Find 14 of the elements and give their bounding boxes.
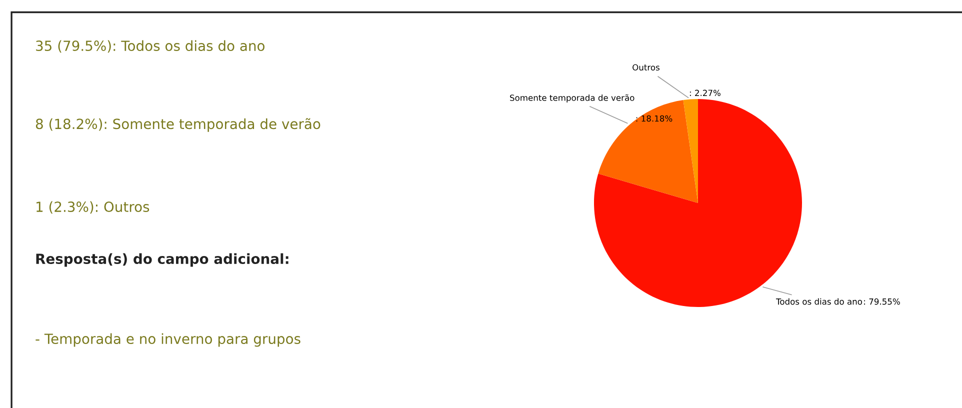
slice-label: Somente temporada de verão <box>510 94 634 103</box>
data-label: : 18.18% <box>636 115 672 122</box>
data-label: : 2.27% <box>690 90 720 96</box>
slice-label: Todos os dias do ano <box>776 298 862 305</box>
slice-label: Outros <box>632 64 660 71</box>
data-label: : 79.55% <box>864 298 900 305</box>
text: 1 (2.3%): Outros <box>36 201 150 214</box>
pie-slice <box>683 99 698 203</box>
text: 8 (18.2%): Somente temporada de verão <box>36 118 320 132</box>
pie-slice <box>598 100 698 203</box>
pie-slice <box>594 99 802 307</box>
text: 35 (79.5%): Todos os dias do ano <box>36 40 264 53</box>
text: - Temporada e no inverno para grupos <box>36 333 300 347</box>
text: Resposta(s) do campo adicional: <box>36 253 288 267</box>
